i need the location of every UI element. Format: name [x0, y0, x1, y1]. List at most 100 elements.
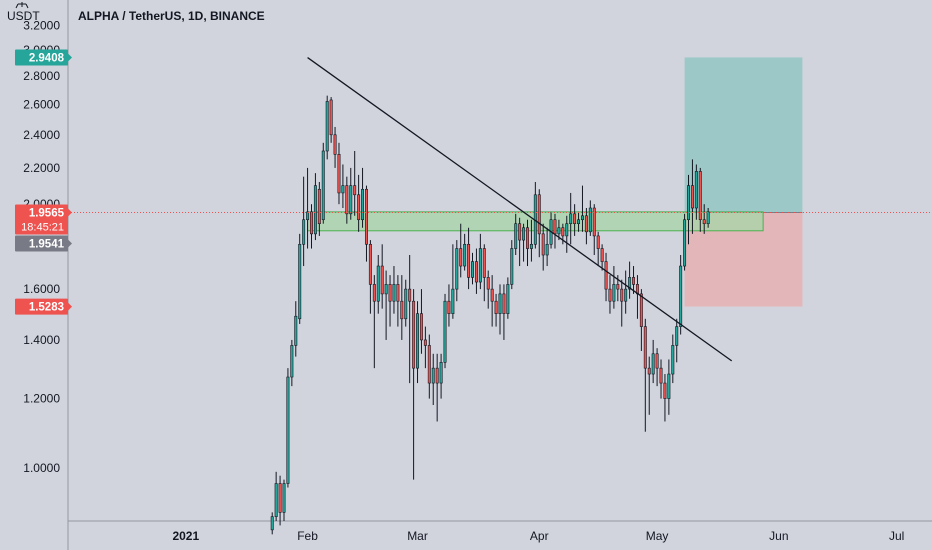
- candle: [427, 334, 431, 399]
- candle-body-down: [474, 261, 478, 283]
- candle: [600, 244, 604, 271]
- candle-body-up: [651, 353, 655, 375]
- candle-body-up: [514, 223, 518, 249]
- candle-body-down: [310, 211, 313, 235]
- scale-icon[interactable]: [15, 2, 29, 9]
- candle-body-down: [329, 99, 333, 136]
- price-tag-box: [15, 235, 68, 252]
- candle-body-down: [317, 188, 321, 225]
- candle-body-up: [463, 243, 467, 267]
- candle: [451, 244, 455, 319]
- candle: [294, 301, 298, 357]
- candle-body-up: [706, 211, 710, 225]
- price-tick-label: 2.2000: [23, 161, 60, 175]
- candle-body-down: [490, 288, 494, 302]
- candle: [486, 270, 490, 309]
- candle: [361, 167, 365, 228]
- candle-body-down: [655, 353, 659, 369]
- candle: [624, 270, 628, 314]
- price-tag-pointer: [68, 208, 72, 217]
- candle-body-down: [353, 185, 357, 196]
- candle: [584, 208, 588, 245]
- candle: [353, 150, 357, 216]
- currency-label: USDT: [7, 9, 40, 23]
- candle: [298, 233, 302, 324]
- price-tags: 2.9408 1.9565 18:45:21 1.9541 1.5283: [15, 49, 72, 315]
- candle: [675, 318, 679, 363]
- candle: [643, 318, 647, 432]
- price-tick-label: 2.6000: [23, 97, 60, 111]
- candle-body-down: [561, 227, 565, 237]
- candle: [274, 471, 278, 521]
- candle-body-down: [553, 219, 557, 235]
- candle-body-up: [624, 288, 628, 302]
- candle-body-up: [361, 188, 365, 221]
- time-axis[interactable]: 2021 Feb Mar Apr May Jun Jul: [172, 529, 904, 543]
- candle: [306, 167, 310, 249]
- candle: [376, 255, 380, 314]
- candle: [655, 348, 659, 387]
- candle-body-down: [333, 134, 337, 155]
- candle: [490, 275, 494, 327]
- candle-body-up: [612, 284, 616, 302]
- descending-trendline[interactable]: [307, 57, 733, 362]
- candle: [698, 167, 702, 232]
- price-tag-box: [15, 49, 68, 66]
- candle: [278, 475, 282, 526]
- candle: [282, 479, 286, 521]
- price-tag-box: [15, 204, 68, 235]
- candle-body-up: [510, 248, 514, 285]
- candle-body-down: [604, 261, 608, 290]
- candle-body-down: [486, 277, 490, 290]
- candle: [459, 223, 463, 278]
- candle: [388, 275, 392, 327]
- candle: [565, 215, 569, 253]
- candle: [423, 326, 427, 369]
- trendline-layer[interactable]: [68, 57, 932, 362]
- price-tick-label: 1.0000: [23, 461, 60, 475]
- candle-body-up: [416, 313, 420, 369]
- candle: [396, 275, 400, 327]
- candle-body-up: [321, 150, 325, 221]
- candle: [522, 223, 526, 262]
- candle: [337, 142, 341, 205]
- candle-body-down: [584, 215, 588, 233]
- candle-body-up: [302, 219, 306, 245]
- candle-body-up: [687, 185, 690, 221]
- candle: [596, 231, 600, 267]
- candle: [690, 159, 694, 234]
- candle-body-up: [529, 243, 533, 249]
- candle-body-down: [632, 277, 636, 285]
- price-tag-box: [15, 298, 68, 315]
- candle-body-down: [459, 248, 463, 267]
- candle-body-down: [537, 194, 541, 235]
- price-tick-label: 2.8000: [23, 69, 60, 83]
- position-target-zone[interactable]: [684, 57, 803, 213]
- candle: [290, 339, 294, 387]
- candle-body-down: [467, 243, 471, 278]
- candle-body-up: [286, 376, 290, 484]
- candle: [380, 244, 384, 309]
- candle: [372, 275, 376, 369]
- candle: [573, 204, 577, 236]
- price-tag-last: 1.9565 18:45:21: [15, 204, 72, 235]
- candle-body-down: [380, 265, 384, 295]
- candle-body-up: [471, 261, 474, 278]
- candle-body-up: [455, 248, 459, 290]
- candle: [368, 240, 372, 314]
- candle: [659, 359, 663, 399]
- candle-body-up: [439, 362, 443, 384]
- candle-body-down: [698, 171, 702, 221]
- candle: [341, 164, 345, 209]
- candle-body-up: [294, 315, 298, 346]
- price-tag-value: 1.9541: [29, 239, 65, 251]
- candle: [463, 233, 467, 271]
- candle: [502, 284, 506, 340]
- candle: [392, 266, 396, 314]
- candle: [628, 261, 632, 299]
- price-axis[interactable]: 3.20003.00002.80002.60002.40002.20002.00…: [23, 18, 60, 475]
- candle-body-up: [679, 265, 683, 327]
- candle-body-down: [357, 194, 361, 221]
- candle: [317, 182, 321, 236]
